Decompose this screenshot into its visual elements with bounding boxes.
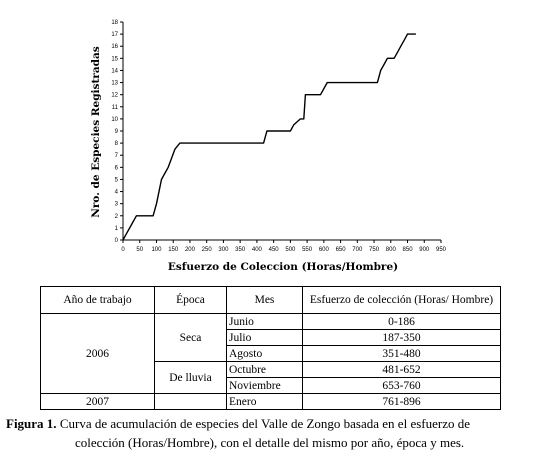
season-cell: Seca: [154, 313, 227, 362]
y-tick-label: 2: [115, 214, 119, 220]
y-tick-label: 9: [115, 129, 119, 135]
month-cell: Junio: [226, 313, 303, 330]
x-tick-label: 50: [136, 247, 143, 253]
x-tick-label: 350: [235, 247, 246, 253]
header-month: Mes: [226, 286, 303, 314]
caption-label: Figura 1.: [6, 416, 57, 431]
caption-line-2: colección (Horas/Hombre), con el detalle…: [75, 435, 465, 450]
month-cell: Noviembre: [226, 377, 303, 394]
effort-cell: 653-760: [302, 377, 501, 394]
effort-table: Año de trabajo Época Mes Esfuerzo de col…: [40, 286, 501, 410]
effort-cell: 761-896: [302, 393, 501, 410]
header-season: Época: [154, 286, 227, 314]
table-row: Noviembre 653-760: [41, 377, 501, 394]
table-row: 2006 Seca Junio 0-186: [40, 313, 501, 394]
year-cell: 2007: [40, 393, 155, 410]
x-tick-label: 250: [202, 247, 213, 253]
x-tick-label: 450: [269, 247, 280, 253]
table-row: Agosto 351-480: [41, 345, 501, 362]
x-tick-label: 800: [386, 247, 397, 253]
table-row: 2007 Enero 761-896: [40, 393, 501, 410]
month-cell: Enero: [226, 393, 303, 410]
y-tick-label: 16: [111, 44, 118, 50]
y-tick-label: 14: [111, 68, 118, 74]
y-tick-label: 4: [115, 190, 119, 196]
caption-line-1: Curva de acumulación de especies del Val…: [59, 416, 470, 431]
x-tick-label: 500: [285, 247, 296, 253]
season-cell-empty: [154, 393, 227, 410]
x-tick-label: 850: [403, 247, 414, 253]
season-cell: De lluvia: [154, 361, 227, 394]
effort-cell: 351-480: [302, 345, 501, 362]
x-tick-label: 200: [185, 247, 196, 253]
table-header-row: Año de trabajo Época Mes Esfuerzo de col…: [40, 286, 501, 314]
effort-cell: 481-652: [302, 361, 501, 378]
x-tick-label: 150: [168, 247, 179, 253]
x-tick-label: 650: [336, 247, 347, 253]
figure-caption: Figura 1. Curva de acumulación de especi…: [6, 414, 538, 452]
y-tick-label: 10: [111, 117, 118, 123]
x-tick-label: 750: [369, 247, 380, 253]
chart-svg: 0 50 100 150 200 250 300 350 400 450 500 550 600 650 7…: [90, 20, 447, 273]
effort-cell: 0-186: [302, 313, 501, 330]
series-line: [122, 33, 416, 241]
month-cell: Julio: [226, 329, 303, 346]
y-tick-label: 12: [111, 93, 118, 99]
y-tick-label: 17: [111, 32, 118, 38]
x-tick-label: 300: [218, 247, 229, 253]
x-tick-label: 100: [151, 247, 162, 253]
x-tick-label: 400: [252, 247, 263, 253]
x-tick-label: 0: [121, 247, 125, 253]
y-tick-label: 13: [111, 81, 118, 87]
x-tick-label: 600: [319, 247, 330, 253]
y-tick-label: 3: [115, 202, 119, 208]
x-tick-label: 900: [419, 247, 430, 253]
y-tick-label: 1: [115, 226, 119, 232]
header-year: Año de trabajo: [40, 286, 155, 314]
y-tick-label: 0: [115, 238, 119, 244]
y-tick-label: 7: [115, 153, 119, 159]
y-tick-label: 6: [115, 165, 119, 171]
year-cell: 2006: [40, 313, 155, 394]
x-axis-title: Esfuerzo de Coleccion (Horas/Hombre): [168, 261, 398, 273]
header-effort: Esfuerzo de colección (Horas/ Hombre): [302, 286, 501, 314]
y-tick-label: 5: [115, 177, 119, 183]
month-cell: Octubre: [226, 361, 303, 378]
y-axis-title: Nro. de Especies Registradas: [90, 46, 102, 217]
y-tick-label: 11: [112, 105, 119, 111]
x-tick-label: 700: [352, 247, 363, 253]
month-cell: Agosto: [226, 345, 303, 362]
x-tick-label: 550: [302, 247, 313, 253]
x-tick-label: 950: [436, 247, 447, 253]
effort-cell: 187-350: [302, 329, 501, 346]
y-tick-label: 8: [115, 141, 119, 147]
y-tick-label: 18: [111, 20, 118, 26]
accumulation-chart: 0 50 100 150 200 250 300 350 400 450 500 550 600 650 7…: [90, 20, 447, 273]
table-row: Julio 187-350: [41, 329, 501, 346]
y-tick-label: 15: [111, 56, 118, 62]
